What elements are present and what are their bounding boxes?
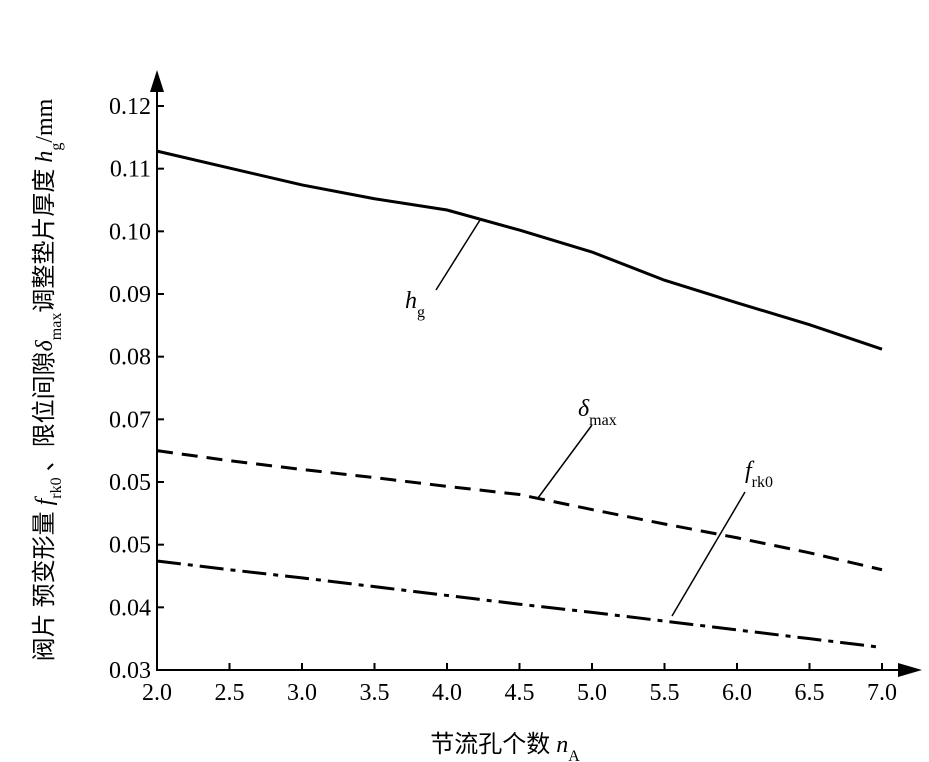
y-tick-label: 0.03 xyxy=(109,658,151,684)
annotation: δmax xyxy=(578,396,617,429)
annotation-symbol: f xyxy=(745,458,755,484)
annotation-symbol: h xyxy=(405,288,417,314)
x-tick-label: 2.5 xyxy=(215,680,245,706)
y-tick-label: 0.11 xyxy=(110,157,151,183)
label-part: 调整垫片厚度 xyxy=(31,163,58,313)
x-axis-label: 节流孔个数 nA xyxy=(430,731,580,762)
x-tick-label: 6.0 xyxy=(722,680,752,706)
annotation-subscript: max xyxy=(589,412,617,429)
y-axis-label: 阀片 预变形量 frk0 、限位间隙δmax调整垫片厚度 hg/mm xyxy=(31,98,65,661)
y-tick-label: 0.07 xyxy=(109,407,151,433)
x-tick-label: 4.0 xyxy=(432,680,462,706)
annotation-subscript: rk0 xyxy=(752,474,773,491)
y-tick-label: 0.08 xyxy=(109,345,151,371)
label-part: rk0 xyxy=(48,477,65,498)
y-tick-label: 0.05 xyxy=(109,470,151,496)
label-part: /mm xyxy=(32,98,58,142)
y-axis-arrow xyxy=(150,70,164,92)
x-tick-label: 3.5 xyxy=(360,680,390,706)
y-tick-label: 0.10 xyxy=(109,219,151,245)
label-part: h xyxy=(32,151,58,163)
x-axis-arrow xyxy=(898,663,922,677)
y-tick-label: 0.04 xyxy=(109,595,151,621)
annotation-leader xyxy=(537,424,593,499)
label-part: f xyxy=(32,495,58,505)
label-part: A xyxy=(568,748,580,762)
y-tick-label: 0.09 xyxy=(109,282,151,308)
series-line xyxy=(156,559,883,649)
x-tick-label: 2.0 xyxy=(142,680,172,706)
x-tick-label: 3.0 xyxy=(287,680,317,706)
annotation-subscript: g xyxy=(417,304,425,321)
annotation: hg xyxy=(405,288,425,321)
label-part: 、限位间隙 xyxy=(31,351,58,477)
annotation-symbol: δ xyxy=(578,396,590,422)
x-tick-label: 6.5 xyxy=(795,680,825,706)
label-part: 节流孔个数 xyxy=(430,731,556,758)
label-part: g xyxy=(48,143,65,151)
x-tick-label: 4.5 xyxy=(505,680,535,706)
y-tick-label: 0.12 xyxy=(109,94,151,120)
annotation-leader xyxy=(435,219,481,291)
y-tick-label: 0.05 xyxy=(109,533,151,559)
label-part: n xyxy=(556,732,568,758)
series-line xyxy=(156,449,883,572)
x-tick-label: 5.5 xyxy=(650,680,680,706)
x-tick-label: 5.0 xyxy=(577,680,607,706)
label-part: max xyxy=(48,313,65,341)
series-line xyxy=(156,149,883,351)
x-tick-label: 7.0 xyxy=(867,680,897,706)
label-part: 阀片 预变形量 xyxy=(31,505,58,661)
label-part: δ xyxy=(32,339,58,351)
annotation: frk0 xyxy=(745,458,773,491)
annotation-leader xyxy=(671,491,746,617)
